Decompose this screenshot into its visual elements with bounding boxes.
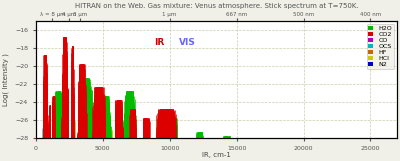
Y-axis label: Log( Intensity ): Log( Intensity ) (3, 53, 9, 106)
Text: IR: IR (154, 38, 164, 47)
Title: HITRAN on the Web. Gas mixture: Venus atmosphere. Stick spectrum at T=750K.: HITRAN on the Web. Gas mixture: Venus at… (75, 3, 358, 9)
Text: VIS: VIS (178, 38, 195, 47)
X-axis label: IR, cm-1: IR, cm-1 (202, 152, 231, 158)
Legend: H2O, CO2, CO, OCS, HF, HCl, N2: H2O, CO2, CO, OCS, HF, HCl, N2 (366, 24, 394, 69)
